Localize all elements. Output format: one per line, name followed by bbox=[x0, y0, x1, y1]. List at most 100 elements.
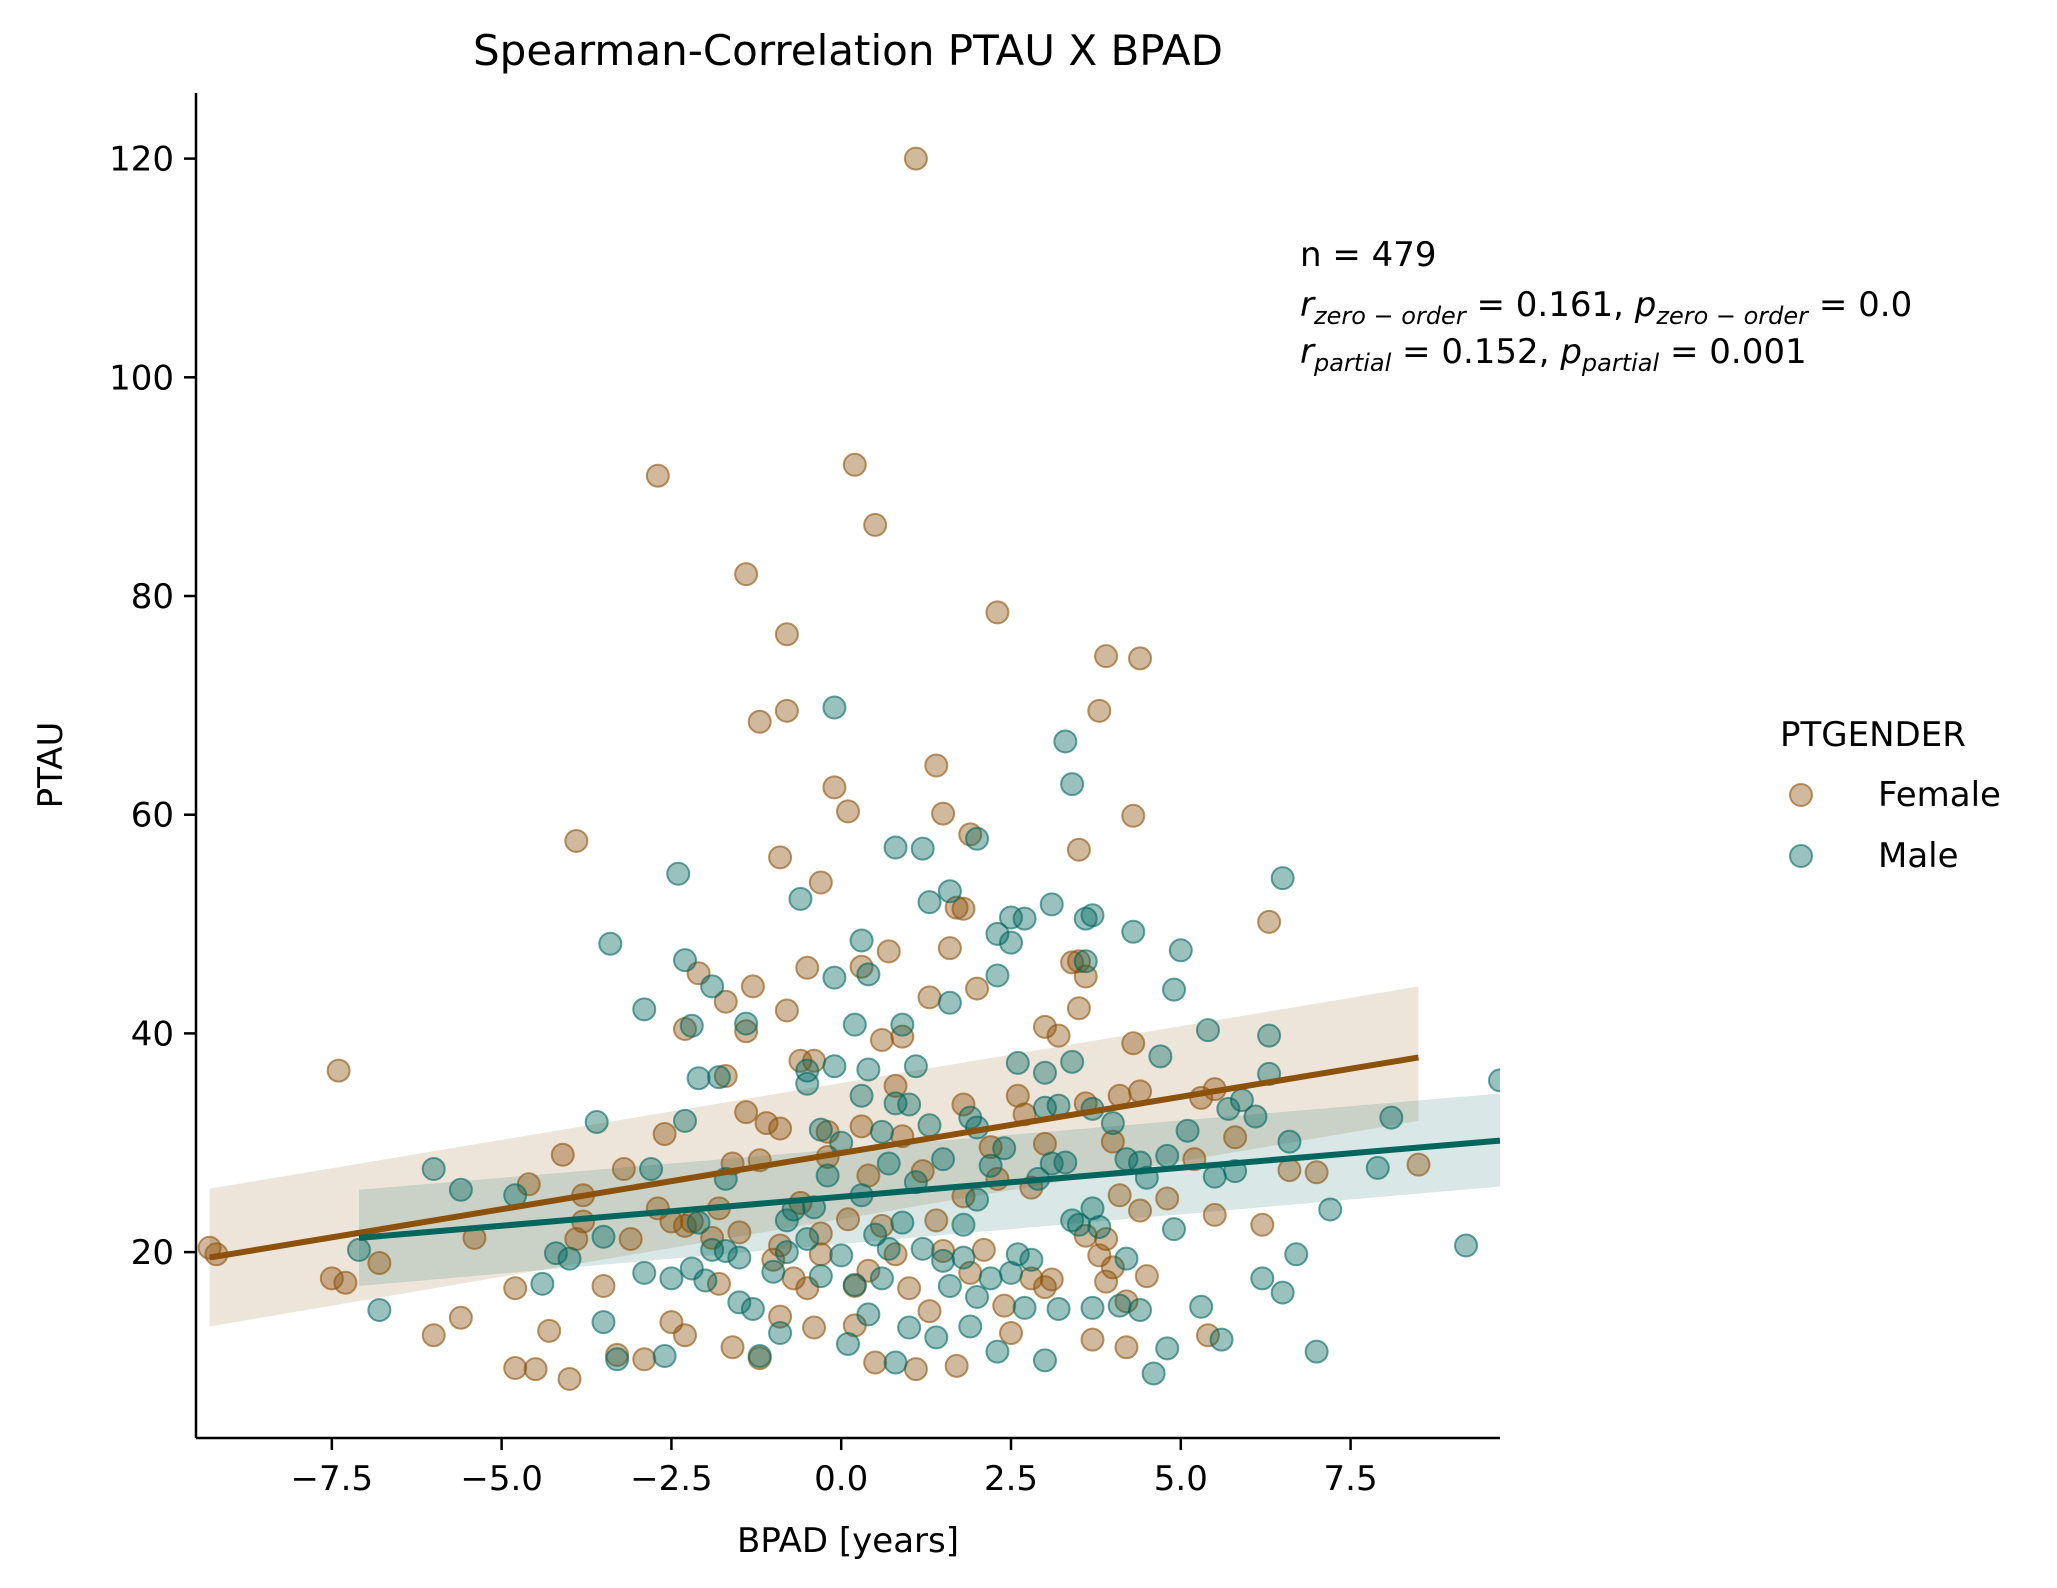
point-female bbox=[1155, 1186, 1180, 1211]
x-tick-label: 5.0 bbox=[1154, 1459, 1208, 1499]
point-female bbox=[557, 1366, 582, 1391]
point-male bbox=[869, 1119, 894, 1144]
point-female bbox=[1257, 909, 1282, 934]
point-female bbox=[1100, 1129, 1125, 1154]
y-tick-label: 120 bbox=[109, 140, 174, 180]
r-zero-order-symbol: r bbox=[1300, 285, 1316, 325]
point-male bbox=[1080, 903, 1105, 928]
regression-line-female bbox=[209, 1054, 1419, 1261]
point-male bbox=[883, 835, 908, 860]
point-male bbox=[1365, 1155, 1390, 1180]
point-male bbox=[1284, 1242, 1309, 1267]
point-female bbox=[917, 985, 942, 1010]
y-tick-label: 20 bbox=[131, 1233, 174, 1273]
point-male bbox=[795, 1226, 820, 1251]
point-male bbox=[1318, 1197, 1343, 1222]
annotation-zero-order: rzero − order = 0.161, pzero − order = 0… bbox=[1300, 285, 1912, 330]
point-male bbox=[1100, 1111, 1125, 1136]
point-female bbox=[1066, 949, 1091, 974]
point-female bbox=[713, 989, 738, 1014]
point-male bbox=[530, 1271, 555, 1296]
point-male bbox=[1087, 1214, 1112, 1239]
point-female bbox=[808, 1221, 833, 1246]
x-ticks: −7.5 −5.0 −2.5 0.0 2.5 5.0 7.5 bbox=[291, 1438, 1378, 1499]
point-female bbox=[1121, 1031, 1146, 1056]
point-male bbox=[591, 1224, 616, 1249]
point-male bbox=[829, 1243, 854, 1268]
point-female bbox=[652, 1122, 677, 1147]
point-female bbox=[503, 1276, 528, 1301]
point-male bbox=[897, 1092, 922, 1117]
point-female bbox=[1032, 1131, 1057, 1156]
point-male bbox=[931, 1147, 956, 1172]
point-male bbox=[1216, 1096, 1241, 1121]
point-male bbox=[673, 948, 697, 973]
r-partial-subscript: partial bbox=[1313, 349, 1392, 377]
point-female bbox=[333, 1270, 358, 1295]
point-male bbox=[999, 930, 1023, 955]
y-tick-label: 60 bbox=[131, 796, 174, 836]
point-male bbox=[1107, 1293, 1132, 1318]
point-female bbox=[971, 1237, 996, 1262]
legend-label-female: Female bbox=[1878, 775, 2001, 815]
point-female bbox=[951, 896, 976, 921]
point-male bbox=[1012, 906, 1037, 931]
regression-lines bbox=[209, 1054, 1500, 1261]
point-male bbox=[774, 1240, 799, 1265]
point-male bbox=[822, 1054, 847, 1079]
point-male bbox=[1162, 977, 1186, 1002]
point-male bbox=[937, 879, 962, 904]
point-male bbox=[1046, 1296, 1071, 1321]
point-male bbox=[924, 1325, 949, 1350]
point-female bbox=[937, 936, 962, 961]
point-male bbox=[1060, 772, 1085, 797]
point-female bbox=[1087, 698, 1112, 723]
point-male bbox=[591, 1310, 616, 1335]
point-female bbox=[645, 463, 670, 488]
legend: PTGENDER Female Male bbox=[1780, 715, 2001, 876]
point-male bbox=[958, 1314, 983, 1339]
stats-annotation: n = 479 rzero − order = 0.161, pzero − o… bbox=[1300, 235, 1912, 377]
point-male bbox=[652, 1343, 677, 1368]
point-male bbox=[856, 962, 881, 987]
point-male bbox=[632, 997, 657, 1022]
point-male bbox=[1080, 1295, 1105, 1320]
point-female bbox=[876, 939, 901, 964]
point-female bbox=[740, 974, 765, 999]
point-male bbox=[965, 1187, 990, 1212]
p-zero-order-symbol: p bbox=[1634, 285, 1657, 325]
point-female bbox=[537, 1318, 562, 1343]
point-female bbox=[1100, 1255, 1125, 1280]
point-male bbox=[1019, 1247, 1044, 1272]
point-female bbox=[883, 1073, 908, 1098]
point-female bbox=[1250, 1212, 1275, 1237]
point-female bbox=[1094, 644, 1119, 669]
point-male bbox=[1189, 1294, 1214, 1319]
point-female bbox=[734, 1100, 759, 1125]
y-tick-label: 100 bbox=[109, 358, 174, 398]
point-female bbox=[802, 1315, 827, 1340]
point-female bbox=[774, 698, 799, 723]
point-female bbox=[1032, 1014, 1057, 1039]
point-male bbox=[713, 1239, 738, 1264]
point-male bbox=[931, 1248, 956, 1273]
x-tick-label: −2.5 bbox=[630, 1459, 713, 1499]
point-female bbox=[774, 998, 799, 1023]
point-male bbox=[1053, 729, 1078, 754]
legend-marker-male bbox=[1789, 844, 1813, 868]
point-female bbox=[897, 1276, 922, 1301]
point-male bbox=[1073, 949, 1098, 974]
point-female bbox=[754, 1111, 779, 1136]
annotation-partial: rpartial = 0.152, ppartial = 0.001 bbox=[1300, 332, 1807, 377]
point-male bbox=[367, 1298, 392, 1323]
point-male bbox=[768, 1321, 793, 1346]
point-male bbox=[788, 886, 813, 911]
point-male bbox=[1209, 1327, 1234, 1352]
point-male bbox=[808, 1264, 833, 1289]
point-female bbox=[503, 1356, 528, 1381]
p-zero-order-value: = 0.0 bbox=[1808, 285, 1912, 325]
point-male bbox=[1488, 1068, 1500, 1093]
x-tick-label: 2.5 bbox=[984, 1459, 1038, 1499]
point-male bbox=[795, 1071, 820, 1096]
point-male bbox=[1454, 1233, 1479, 1258]
